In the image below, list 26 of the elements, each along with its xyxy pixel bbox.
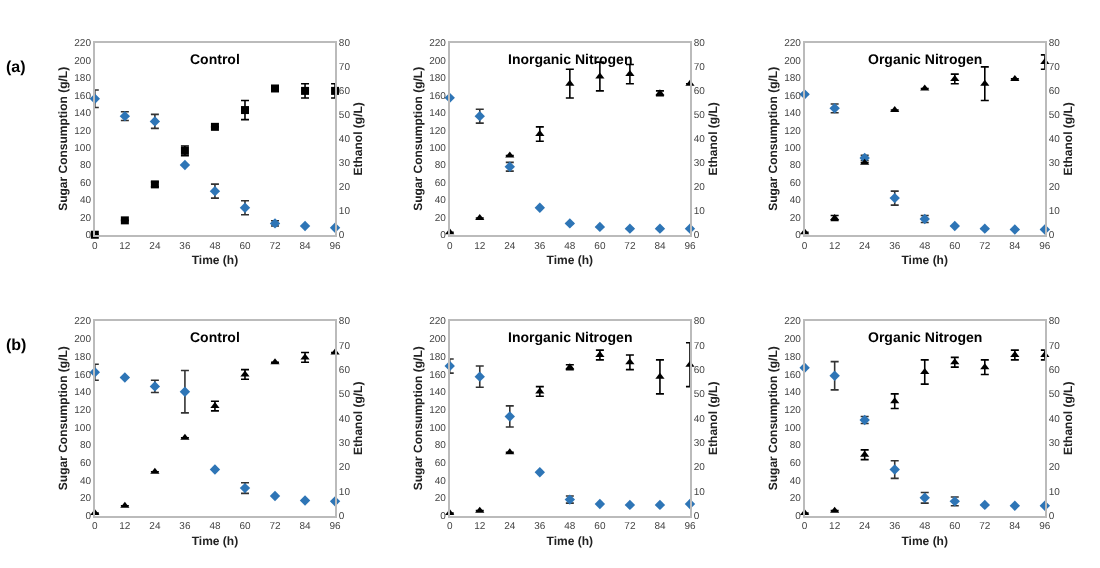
point <box>625 70 635 77</box>
point <box>890 397 900 404</box>
point <box>565 79 575 86</box>
point <box>655 372 665 379</box>
point <box>534 466 546 478</box>
point <box>654 499 666 511</box>
point <box>594 498 606 510</box>
point <box>624 499 636 511</box>
point <box>179 159 191 171</box>
point <box>299 220 311 232</box>
point <box>980 79 990 86</box>
point <box>269 490 281 502</box>
point <box>889 464 900 475</box>
point <box>179 386 191 397</box>
point <box>594 221 606 233</box>
point <box>829 370 840 381</box>
point <box>535 130 545 137</box>
point <box>980 363 990 370</box>
point <box>504 411 515 422</box>
point <box>979 499 990 511</box>
point <box>240 106 249 115</box>
point <box>949 220 960 232</box>
text: (b) <box>6 336 28 354</box>
point <box>1009 500 1021 511</box>
point <box>474 371 485 382</box>
text: (a) <box>6 58 27 76</box>
